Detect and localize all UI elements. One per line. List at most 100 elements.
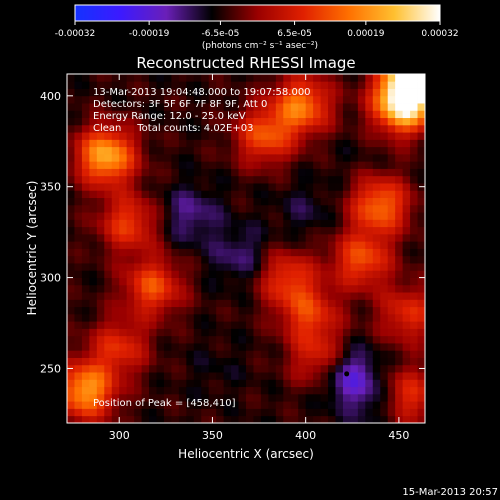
- image-pixel: [178, 117, 187, 126]
- image-pixel: [260, 233, 269, 242]
- image-pixel: [171, 299, 180, 308]
- image-pixel: [96, 255, 105, 264]
- image-pixel: [357, 364, 366, 373]
- image-pixel: [67, 190, 75, 198]
- image-pixel: [260, 350, 269, 358]
- image-pixel: [260, 292, 269, 300]
- image-pixel: [380, 255, 389, 264]
- image-pixel: [246, 88, 254, 97]
- image-pixel: [283, 124, 292, 133]
- image-pixel: [149, 277, 157, 286]
- image-pixel: [320, 357, 329, 366]
- image-pixel: [260, 372, 269, 380]
- image-pixel: [231, 183, 239, 191]
- image-pixel: [246, 183, 254, 191]
- image-pixel: [246, 372, 254, 380]
- image-pixel: [163, 204, 172, 213]
- image-pixel: [305, 313, 314, 322]
- image-pixel: [81, 132, 90, 140]
- image-pixel: [119, 103, 128, 111]
- image-pixel: [89, 168, 98, 177]
- image-pixel: [156, 81, 165, 89]
- image-pixel: [111, 139, 120, 148]
- image-pixel: [350, 110, 359, 119]
- image-pixel: [335, 386, 344, 395]
- image-pixel: [417, 393, 425, 402]
- image-pixel: [171, 372, 180, 380]
- image-pixel: [186, 328, 195, 337]
- image-pixel: [387, 270, 396, 278]
- image-pixel: [208, 110, 217, 119]
- image-pixel: [67, 386, 75, 395]
- image-pixel: [357, 197, 366, 206]
- image-pixel: [372, 110, 381, 119]
- image-pixel: [320, 132, 329, 140]
- image-pixel: [163, 357, 172, 366]
- image-pixel: [111, 343, 120, 351]
- image-pixel: [67, 350, 75, 358]
- image-pixel: [357, 299, 366, 308]
- image-pixel: [216, 393, 225, 402]
- image-pixel: [372, 146, 381, 155]
- image-pixel: [156, 408, 165, 417]
- image-pixel: [67, 175, 75, 184]
- image-pixel: [141, 364, 150, 373]
- image-pixel: [134, 212, 142, 220]
- image-pixel: [365, 357, 374, 366]
- image-pixel: [402, 88, 411, 97]
- image-pixel: [320, 328, 329, 337]
- image-pixel: [111, 386, 120, 395]
- image-pixel: [81, 292, 90, 300]
- image-pixel: [111, 190, 120, 198]
- image-pixel: [283, 233, 292, 242]
- image-pixel: [186, 139, 195, 148]
- image-pixel: [171, 277, 180, 286]
- image-pixel: [305, 350, 314, 358]
- image-pixel: [290, 270, 299, 278]
- image-pixel: [350, 343, 359, 351]
- image-pixel: [201, 263, 210, 271]
- image-pixel: [335, 81, 344, 89]
- image-pixel: [410, 95, 418, 104]
- image-pixel: [186, 219, 195, 228]
- image-pixel: [395, 168, 404, 177]
- image-pixel: [298, 350, 307, 358]
- image-pixel: [89, 408, 98, 417]
- image-pixel: [335, 168, 344, 177]
- image-pixel: [253, 161, 262, 169]
- image-pixel: [193, 313, 202, 322]
- image-pixel: [238, 415, 247, 423]
- image-pixel: [149, 124, 157, 133]
- image-pixel: [253, 335, 262, 344]
- image-pixel: [81, 81, 90, 89]
- image-pixel: [126, 393, 135, 402]
- image-pixel: [171, 183, 180, 191]
- image-pixel: [216, 335, 225, 344]
- image-pixel: [216, 139, 225, 148]
- image-pixel: [238, 190, 247, 198]
- image-pixel: [313, 401, 321, 409]
- image-pixel: [186, 204, 195, 213]
- image-pixel: [380, 183, 389, 191]
- image-pixel: [223, 415, 232, 423]
- image-pixel: [350, 88, 359, 97]
- image-pixel: [253, 204, 262, 213]
- image-pixel: [119, 372, 128, 380]
- image-pixel: [313, 328, 321, 337]
- image-pixel: [96, 335, 105, 344]
- image-pixel: [305, 364, 314, 373]
- image-pixel: [171, 103, 180, 111]
- image-pixel: [260, 306, 269, 315]
- image-pixel: [395, 255, 404, 264]
- image-pixel: [387, 328, 396, 337]
- image-pixel: [372, 350, 381, 358]
- image-pixel: [156, 350, 165, 358]
- image-pixel: [313, 146, 321, 155]
- image-pixel: [119, 415, 128, 423]
- image-pixel: [238, 248, 247, 257]
- image-pixel: [313, 357, 321, 366]
- image-pixel: [193, 139, 202, 148]
- image-pixel: [163, 263, 172, 271]
- image-pixel: [387, 132, 396, 140]
- image-pixel: [96, 103, 105, 111]
